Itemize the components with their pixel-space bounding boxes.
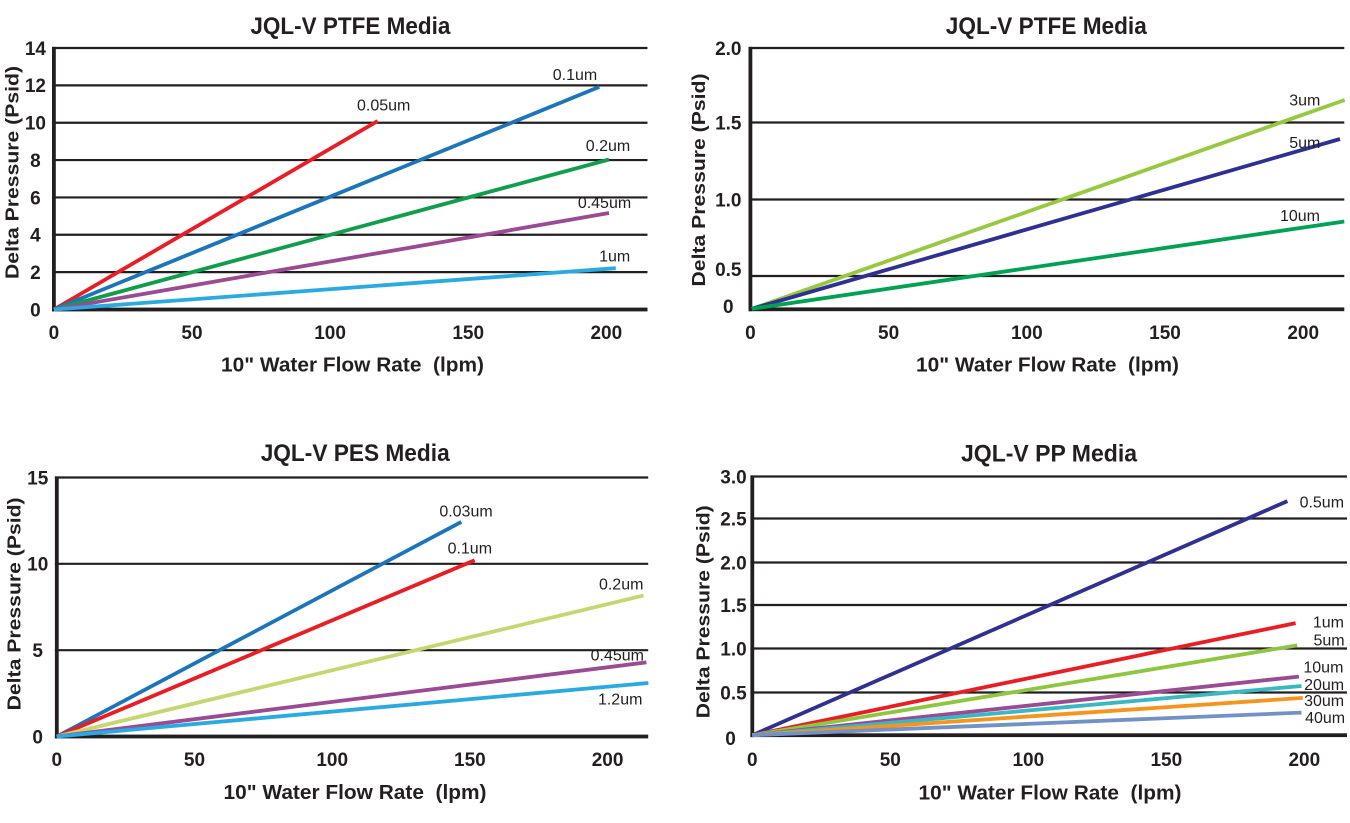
- svg-text:1.5: 1.5: [720, 596, 747, 617]
- svg-text:0.5: 0.5: [715, 260, 742, 281]
- svg-text:100: 100: [1011, 323, 1043, 344]
- svg-text:10um: 10um: [1280, 208, 1320, 225]
- svg-text:2.0: 2.0: [720, 553, 746, 574]
- svg-text:200: 200: [590, 323, 622, 344]
- svg-text:1um: 1um: [1313, 614, 1344, 631]
- svg-text:0: 0: [747, 750, 758, 771]
- svg-text:10" Water Flow Rate (lpm): 10" Water Flow Rate (lpm): [224, 782, 487, 804]
- svg-text:JQL-V PES Media: JQL-V PES Media: [261, 440, 451, 467]
- svg-text:200: 200: [1288, 750, 1320, 771]
- svg-text:100: 100: [314, 323, 346, 344]
- svg-text:0.2um: 0.2um: [599, 577, 643, 594]
- svg-text:50: 50: [181, 323, 202, 344]
- svg-text:0.1um: 0.1um: [553, 67, 597, 84]
- svg-text:1um: 1um: [599, 248, 630, 265]
- svg-text:0: 0: [725, 729, 736, 750]
- svg-text:2: 2: [30, 263, 41, 284]
- svg-text:3.0: 3.0: [720, 467, 746, 488]
- svg-text:4: 4: [30, 226, 41, 247]
- svg-text:1.0: 1.0: [720, 639, 746, 660]
- svg-text:0: 0: [32, 727, 43, 748]
- svg-text:150: 150: [454, 750, 486, 771]
- svg-text:Delta Pressure (Psid): Delta Pressure (Psid): [689, 74, 709, 287]
- svg-text:50: 50: [184, 750, 205, 771]
- svg-text:150: 150: [1149, 323, 1181, 344]
- svg-text:0.03um: 0.03um: [439, 503, 492, 520]
- svg-text:200: 200: [1287, 323, 1319, 344]
- svg-text:JQL-V PTFE Media: JQL-V PTFE Media: [250, 13, 451, 40]
- svg-text:50: 50: [878, 323, 899, 344]
- svg-text:200: 200: [592, 750, 624, 771]
- svg-text:0.1um: 0.1um: [448, 540, 492, 557]
- svg-text:12: 12: [25, 76, 46, 97]
- svg-text:0.05um: 0.05um: [357, 98, 410, 115]
- svg-text:5um: 5um: [1289, 135, 1320, 152]
- svg-text:0.2um: 0.2um: [586, 138, 630, 155]
- svg-text:150: 150: [452, 323, 484, 344]
- svg-text:5um: 5um: [1313, 633, 1344, 650]
- svg-text:0: 0: [30, 300, 41, 321]
- svg-text:20um: 20um: [1304, 677, 1344, 694]
- svg-text:1.2um: 1.2um: [598, 692, 642, 709]
- svg-text:100: 100: [316, 750, 348, 771]
- svg-text:5: 5: [32, 641, 43, 662]
- svg-text:Delta Pressure (Psid): Delta Pressure (Psid): [4, 497, 24, 710]
- svg-text:JQL-V PP Media: JQL-V PP Media: [961, 440, 1138, 467]
- svg-text:Delta Pressure (Psid): Delta Pressure (Psid): [3, 66, 23, 279]
- svg-text:30um: 30um: [1304, 693, 1344, 710]
- svg-text:0.45um: 0.45um: [591, 647, 644, 664]
- svg-text:15: 15: [27, 468, 49, 489]
- svg-text:3um: 3um: [1289, 93, 1320, 110]
- svg-text:40um: 40um: [1305, 710, 1345, 727]
- svg-text:0.5: 0.5: [720, 683, 747, 704]
- svg-text:JQL-V PTFE Media: JQL-V PTFE Media: [946, 13, 1148, 40]
- svg-text:50: 50: [880, 750, 901, 771]
- svg-text:2.5: 2.5: [720, 509, 747, 530]
- svg-text:0: 0: [745, 323, 756, 344]
- svg-text:Delta Pressure (Psid): Delta Pressure (Psid): [694, 505, 714, 718]
- svg-text:0: 0: [723, 297, 734, 318]
- svg-text:14: 14: [25, 39, 47, 60]
- svg-text:100: 100: [1012, 750, 1044, 771]
- svg-text:2.0: 2.0: [715, 39, 741, 60]
- svg-text:6: 6: [30, 188, 41, 209]
- svg-text:8: 8: [30, 151, 41, 172]
- svg-text:10" Water Flow Rate (lpm): 10" Water Flow Rate (lpm): [916, 355, 1179, 377]
- svg-text:0: 0: [52, 750, 63, 771]
- svg-text:0.5um: 0.5um: [1300, 495, 1344, 512]
- svg-text:1.0: 1.0: [715, 190, 741, 211]
- svg-text:10um: 10um: [1303, 660, 1343, 677]
- svg-text:0.45um: 0.45um: [578, 195, 631, 212]
- svg-text:0: 0: [49, 323, 60, 344]
- svg-text:10: 10: [25, 114, 46, 135]
- svg-text:150: 150: [1150, 750, 1182, 771]
- svg-text:10" Water Flow Rate (lpm): 10" Water Flow Rate (lpm): [221, 355, 484, 377]
- svg-text:1.5: 1.5: [715, 113, 742, 134]
- svg-text:10" Water Flow Rate (lpm): 10" Water Flow Rate (lpm): [919, 783, 1182, 805]
- svg-text:10: 10: [27, 555, 48, 576]
